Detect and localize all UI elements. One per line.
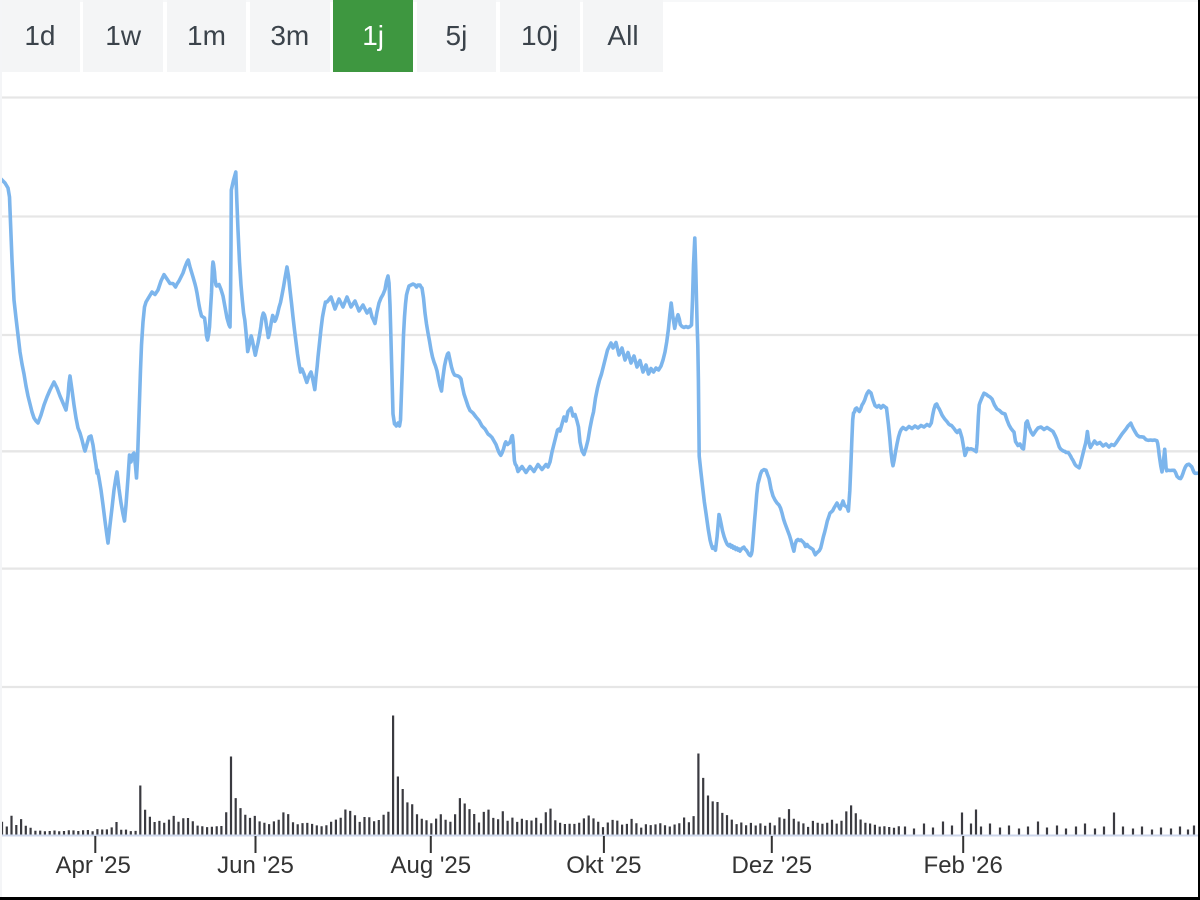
svg-text:Apr '25: Apr '25 — [56, 852, 131, 879]
svg-text:Dez '25: Dez '25 — [731, 852, 812, 879]
svg-text:Jun '25: Jun '25 — [217, 852, 294, 879]
svg-text:Aug '25: Aug '25 — [390, 852, 471, 879]
svg-text:Okt '25: Okt '25 — [566, 852, 641, 879]
svg-text:Feb '26: Feb '26 — [924, 852, 1003, 879]
